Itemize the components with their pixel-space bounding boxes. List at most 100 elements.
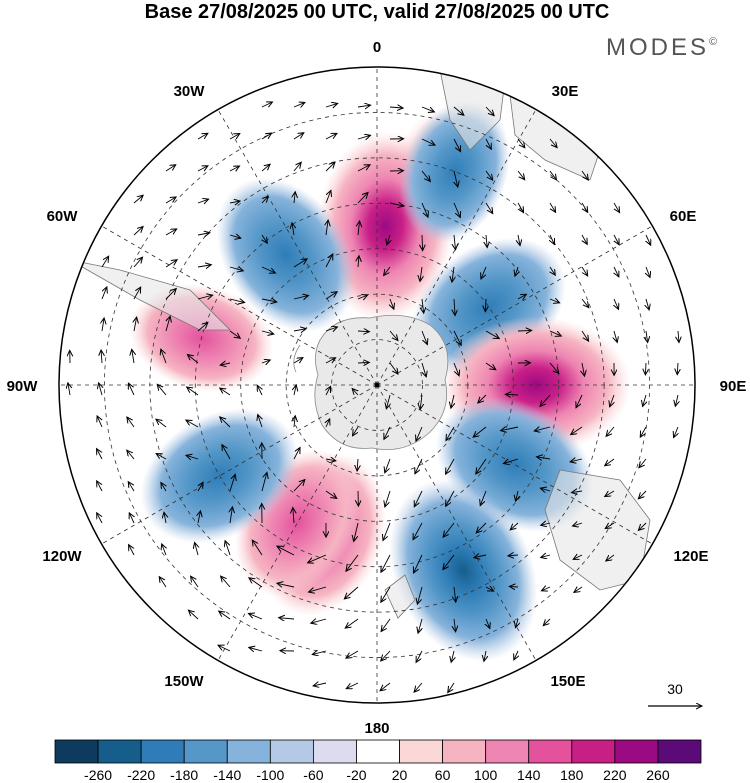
wind-arrow xyxy=(325,103,338,107)
wind-arrow xyxy=(165,229,177,236)
wind-arrow xyxy=(421,202,428,217)
wind-arrow xyxy=(133,257,143,268)
wind-arrow xyxy=(581,330,589,341)
anomaly-blob-negative xyxy=(216,177,356,332)
wind-arrow xyxy=(421,106,434,112)
wind-arrow xyxy=(485,298,486,312)
south-pole-marker xyxy=(374,382,380,388)
wind-arrow xyxy=(293,133,304,140)
wind-arrow xyxy=(517,202,524,213)
wind-arrow xyxy=(229,235,241,238)
lon-label-180: 180 xyxy=(364,720,389,737)
wind-arrow xyxy=(581,298,589,308)
wind-arrow xyxy=(230,507,232,524)
wind-arrow xyxy=(422,234,423,251)
wind-arrow xyxy=(570,459,583,462)
wind-arrow xyxy=(646,298,649,310)
colorbar-segment xyxy=(356,739,400,764)
lon-label-0: 0 xyxy=(373,39,381,56)
wind-arrow xyxy=(129,545,135,556)
wind-arrow xyxy=(381,554,391,572)
wind-arrow xyxy=(540,394,551,406)
antarctica-land xyxy=(293,314,449,451)
wind-arrow xyxy=(357,362,369,363)
wind-arrow xyxy=(638,490,647,499)
colorbar-tick-label: 140 xyxy=(517,767,541,783)
anomaly-blob-negative xyxy=(389,479,538,662)
meridian-line xyxy=(376,384,537,661)
wind-arrow xyxy=(387,234,390,245)
wind-arrow xyxy=(549,362,559,374)
wind-arrow xyxy=(420,394,422,410)
latitude-circle xyxy=(194,202,560,568)
wind-arrow xyxy=(97,481,102,492)
wind-arrow xyxy=(516,490,518,501)
wind-arrow xyxy=(418,618,422,633)
wind-arrow xyxy=(325,162,335,172)
wind-arrow xyxy=(293,480,305,492)
wind-arrow xyxy=(389,203,404,206)
wind-arrow xyxy=(293,162,301,172)
wind-arrow xyxy=(541,555,551,557)
wind-arrow xyxy=(389,330,398,341)
wind-arrow xyxy=(614,266,619,277)
wind-arrow xyxy=(325,190,331,204)
wind-arrow xyxy=(357,105,371,107)
wind-arrow xyxy=(508,555,519,556)
wind-arrow xyxy=(383,522,391,541)
wind-arrow xyxy=(293,329,306,331)
lon-label-60w: 60W xyxy=(47,208,79,225)
wind-arrow xyxy=(127,450,135,460)
wind-arrow xyxy=(101,287,107,300)
wind-arrow xyxy=(480,490,487,506)
wind-arrow xyxy=(313,683,327,686)
modes-logo: MODES© xyxy=(606,34,720,61)
wind-arrow xyxy=(549,170,556,180)
lon-label-90w: 90W xyxy=(7,378,39,395)
wind-arrow xyxy=(420,266,422,281)
wind-arrow xyxy=(454,298,455,315)
lon-label-90e: 90E xyxy=(720,378,747,395)
wind-arrow xyxy=(517,170,525,180)
wind-arrow xyxy=(517,330,532,331)
wind-arrow xyxy=(454,618,456,632)
wind-arrow xyxy=(346,554,359,571)
wind-arrow xyxy=(197,265,211,267)
wind-arrow xyxy=(357,135,371,139)
wind-arrow xyxy=(279,618,295,619)
lon-label-150w: 150W xyxy=(164,673,204,690)
wind-arrow xyxy=(229,267,243,271)
wind-arrow xyxy=(582,362,585,376)
wind-arrow xyxy=(515,618,518,628)
colorbar-tick-label: 260 xyxy=(646,767,670,783)
wind-arrow xyxy=(187,355,199,364)
colorbar-tick-label: -20 xyxy=(346,767,366,783)
wind-arrow xyxy=(385,458,391,473)
meridian-line xyxy=(101,384,378,545)
wind-arrow xyxy=(127,417,135,428)
wind-arrow xyxy=(165,289,176,300)
map-boundary xyxy=(58,66,696,704)
wind-arrow xyxy=(188,610,199,620)
wind-arrow xyxy=(674,426,678,438)
wind-arrow xyxy=(187,387,199,396)
lon-label-150e: 150E xyxy=(550,673,585,690)
wind-arrow xyxy=(646,234,651,245)
wind-arrow xyxy=(537,457,551,459)
wind-arrow xyxy=(478,394,487,403)
wind-arrow xyxy=(249,647,263,651)
wind-arrow xyxy=(541,523,551,525)
wind-arrow xyxy=(357,458,358,471)
wind-arrow xyxy=(229,330,240,338)
colorbar-segment xyxy=(97,739,142,764)
latitude-circle xyxy=(331,339,423,431)
wind-arrow xyxy=(610,394,614,407)
wind-arrow xyxy=(325,133,337,140)
wind-arrow xyxy=(381,618,391,631)
wind-arrow xyxy=(133,227,143,236)
wind-arrow xyxy=(358,256,359,268)
wind-arrow xyxy=(257,385,262,396)
wind-arrow xyxy=(248,613,263,620)
wind-arrow xyxy=(197,322,208,332)
